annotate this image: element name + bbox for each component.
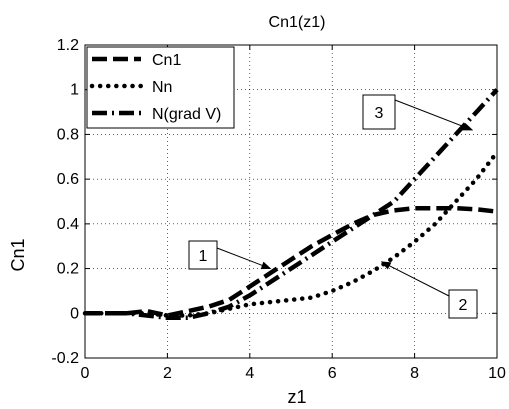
chart-title: Cn1(z1): [269, 14, 326, 31]
annotation-layer: 1 2 3: [188, 94, 478, 319]
series-line-n-grad-v: [85, 88, 499, 321]
plot-frame: [84, 44, 498, 359]
annotation-box: [448, 289, 478, 319]
legend-label-nn: Nn: [152, 79, 172, 96]
y-tick-label: 0.6: [57, 171, 79, 188]
x-tick-label: 6: [328, 365, 337, 382]
legend-label-cn1: Cn1: [152, 52, 181, 69]
annotation-label: 1: [199, 248, 208, 265]
series-line-nn: [82, 150, 500, 318]
x-axis-label: z1: [287, 387, 306, 407]
legend-box: [86, 46, 235, 129]
ticks-layer: 0 2 4 6 8 10-0.200.20.40.60.811.2: [51, 37, 506, 382]
annotation-arrow: [216, 247, 272, 270]
y-tick-label: 1.2: [57, 37, 79, 54]
y-axis-label: Cn1: [8, 238, 28, 271]
y-tick-label: 0.2: [57, 261, 79, 278]
annotation-label: 3: [375, 105, 384, 122]
y-tick-label: 0.4: [57, 216, 79, 233]
x-tick-label: 2: [163, 365, 172, 382]
series-layer: [82, 88, 500, 321]
legend-label-ngradv: N(grad V): [152, 106, 221, 123]
annotation-label: 2: [459, 297, 468, 314]
x-tick-label: 4: [245, 365, 254, 382]
series-line-cn1: [85, 205, 498, 318]
y-tick-label: 0.8: [57, 126, 79, 143]
annotation-box: [188, 240, 218, 270]
annotation-arrow: [394, 99, 474, 131]
x-tick-label: 8: [410, 365, 419, 382]
y-tick-label: 0: [70, 305, 79, 322]
legend: Cn1 Nn N(grad V): [86, 46, 235, 129]
annotation-box: [362, 94, 396, 130]
x-tick-label: 0: [81, 365, 90, 382]
annotation-arrow: [380, 261, 450, 297]
y-tick-label: 1: [70, 82, 79, 99]
y-tick-label: -0.2: [51, 350, 79, 367]
x-tick-label: 10: [488, 365, 506, 382]
